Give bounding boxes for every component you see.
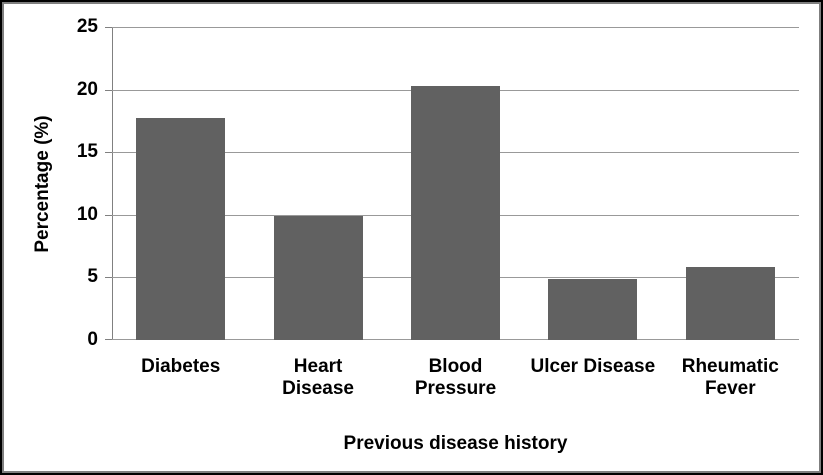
bar-blood-pressure	[411, 85, 500, 340]
y-tick-label: 10	[76, 203, 98, 225]
category-label: Rheumatic Fever	[681, 356, 779, 399]
gridline	[112, 27, 799, 28]
bar-ulcer-disease	[548, 278, 638, 340]
category-label: Heart Disease	[282, 356, 354, 399]
bar-heart-disease	[273, 216, 363, 340]
category-label: Blood Pressure	[414, 356, 497, 399]
y-tick-label: 0	[87, 329, 98, 350]
bar-diabetes	[136, 118, 226, 340]
plot-area	[105, 27, 799, 340]
y-tick	[105, 89, 112, 91]
y-tick	[105, 339, 112, 340]
y-tick	[105, 152, 112, 154]
bar-rheumatic-fever	[685, 267, 775, 340]
x-axis-title: Previous disease history	[343, 433, 568, 454]
y-tick-label: 20	[76, 78, 98, 100]
y-axis-line	[112, 27, 113, 340]
y-tick-label: 25	[76, 16, 98, 37]
category-label: Diabetes	[141, 356, 221, 377]
y-tick	[105, 214, 112, 216]
y-tick	[105, 27, 112, 28]
y-tick-label: 5	[87, 266, 98, 288]
category-label: Ulcer Disease	[530, 356, 656, 377]
y-tick-label: 15	[76, 141, 98, 163]
y-tick	[105, 277, 112, 279]
